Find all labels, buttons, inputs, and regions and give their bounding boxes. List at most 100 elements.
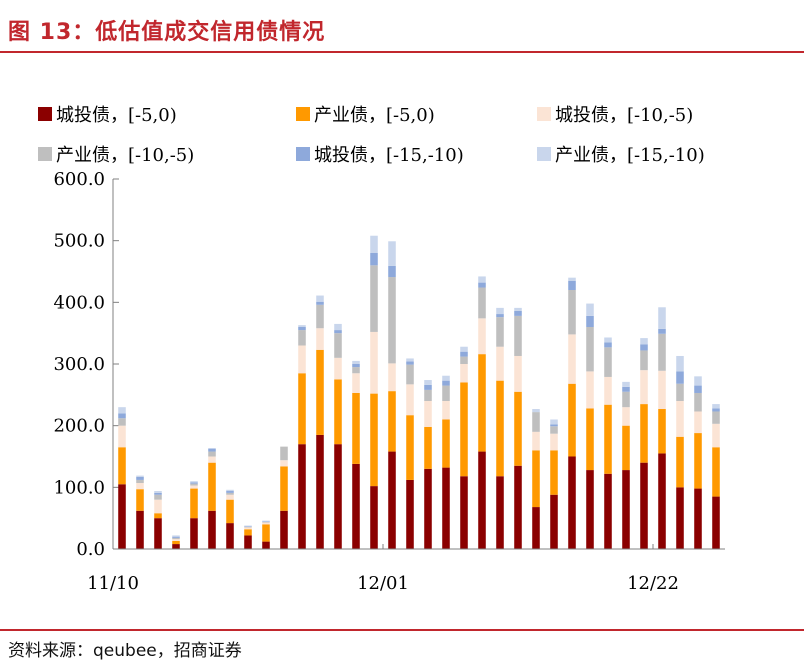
legend-label: 城投债，[-15,-10)	[314, 145, 464, 166]
bar-segment-series-3	[586, 371, 594, 409]
x-tick-label: 11/10	[87, 573, 139, 594]
bar-segment-series-1	[532, 507, 540, 549]
bar-segment-series-4	[496, 317, 504, 347]
bar-segment-series-4	[478, 287, 486, 319]
bar-segment-series-1	[190, 518, 198, 549]
bar-segment-series-4	[280, 446, 288, 461]
bar-segment-series-5	[622, 386, 630, 392]
bar-segment-series-4	[550, 426, 558, 434]
bar-segment-series-2	[190, 488, 198, 519]
bar-segment-series-4	[352, 367, 360, 374]
bar-segment-series-4	[370, 265, 378, 332]
bar-segment-series-4	[460, 356, 468, 364]
bar-segment-series-6	[622, 381, 630, 387]
bar-segment-series-3	[676, 401, 684, 437]
bar-segment-series-4	[334, 333, 342, 358]
bar-segment-series-6	[316, 295, 324, 302]
bar-segment-series-4	[406, 364, 414, 385]
bar-segment-series-3	[280, 460, 288, 467]
bar-segment-series-4	[424, 389, 432, 401]
bar-segment-series-6	[640, 338, 648, 345]
bar-segment-series-6	[532, 409, 540, 413]
bar-segment-series-6	[586, 303, 594, 316]
bar-segment-series-5	[352, 364, 360, 368]
bar-segment-series-2	[442, 419, 450, 468]
x-axis: 11/10 12/01 12/22	[87, 544, 725, 594]
bar-segment-series-6	[370, 235, 378, 253]
bar-segment-series-6	[388, 241, 396, 266]
x-tick-label: 12/22	[627, 573, 679, 594]
bar-segment-series-3	[712, 423, 720, 448]
bar-segment-series-1	[208, 510, 216, 549]
bar-segment-series-3	[190, 485, 198, 489]
bar-segment-series-5	[514, 310, 522, 316]
bar-segment-series-3	[604, 376, 612, 405]
legend: 城投债，[-5,0) 产业债，[-5,0) 城投债，[-10,-5) 产业债，[-10…	[38, 105, 705, 166]
bar-segment-series-1	[586, 470, 594, 549]
bar-segment-series-2	[550, 450, 558, 495]
bar-segment-series-1	[262, 541, 270, 549]
bar-segment-series-1	[388, 451, 396, 549]
bar-segment-series-5	[298, 327, 306, 331]
bar-segment-series-3	[640, 370, 648, 405]
bar-segment-series-5	[676, 371, 684, 384]
bar-segment-series-3	[478, 318, 486, 355]
source-rule	[0, 629, 804, 631]
bar-segment-series-2	[640, 404, 648, 463]
bar-segment-series-3	[532, 431, 540, 451]
y-axis: 0.0 100.0 200.0 300.0 400.0 500.0 600.0	[53, 169, 119, 560]
bar-segment-series-4	[586, 327, 594, 372]
bar-segment-series-6	[424, 380, 432, 385]
bar-segment-series-2	[280, 466, 288, 511]
bar-segment-series-6	[460, 346, 468, 352]
bar-segment-series-1	[424, 468, 432, 549]
bar-segment-series-3	[658, 370, 666, 410]
bar-segment-series-3	[226, 494, 234, 500]
bar-segment-series-6	[262, 520, 270, 522]
bar-segment-series-5	[658, 328, 666, 334]
bar-segment-series-3	[424, 401, 432, 427]
bar-segment-series-4	[568, 290, 576, 335]
bar-segment-series-2	[388, 391, 396, 452]
bar-segment-series-2	[262, 524, 270, 542]
bar-segment-series-5	[172, 536, 180, 538]
bar-segment-series-1	[154, 518, 162, 549]
bar-segment-series-3	[406, 384, 414, 416]
legend-swatch	[296, 147, 310, 161]
bar-segment-series-4	[172, 537, 180, 540]
bar-segment-series-1	[658, 453, 666, 549]
bar-segment-series-2	[694, 433, 702, 489]
bar-segment-series-3	[316, 328, 324, 350]
legend-label: 产业债，[-5,0)	[314, 105, 435, 126]
y-tick-label: 500.0	[53, 231, 105, 252]
bar-segment-series-5	[388, 265, 396, 278]
bar-segment-series-1	[226, 523, 234, 549]
bar-segment-series-5	[460, 351, 468, 357]
bar-segment-series-2	[604, 404, 612, 474]
bar-segment-series-3	[694, 411, 702, 434]
bar-segment-series-5	[208, 448, 216, 452]
bar-segment-series-1	[370, 486, 378, 549]
bar-segment-series-5	[334, 330, 342, 334]
bar-segment-series-5	[712, 408, 720, 412]
bar-segment-series-3	[208, 456, 216, 463]
bar-segment-series-6	[658, 307, 666, 329]
bar-segment-series-2	[226, 499, 234, 524]
figure-title: 图 13：低估值成交信用债情况	[8, 20, 326, 45]
bar-segment-series-4	[676, 383, 684, 401]
bar-segment-series-2	[298, 373, 306, 445]
bar-segment-series-4	[118, 418, 126, 426]
bar-segment-series-3	[334, 357, 342, 380]
bar-segment-series-5	[190, 482, 198, 484]
legend-label: 产业债，[-10,-5)	[56, 145, 194, 166]
y-tick-label: 600.0	[53, 169, 105, 190]
bar-segment-series-1	[442, 467, 450, 549]
bar-segment-series-5	[136, 476, 144, 480]
legend-swatch	[38, 147, 52, 161]
bar-segment-series-3	[154, 499, 162, 514]
legend-swatch	[296, 107, 310, 121]
bar-segment-series-4	[316, 304, 324, 329]
bar-segment-series-5	[406, 361, 414, 365]
bar-segment-series-6	[244, 525, 252, 527]
